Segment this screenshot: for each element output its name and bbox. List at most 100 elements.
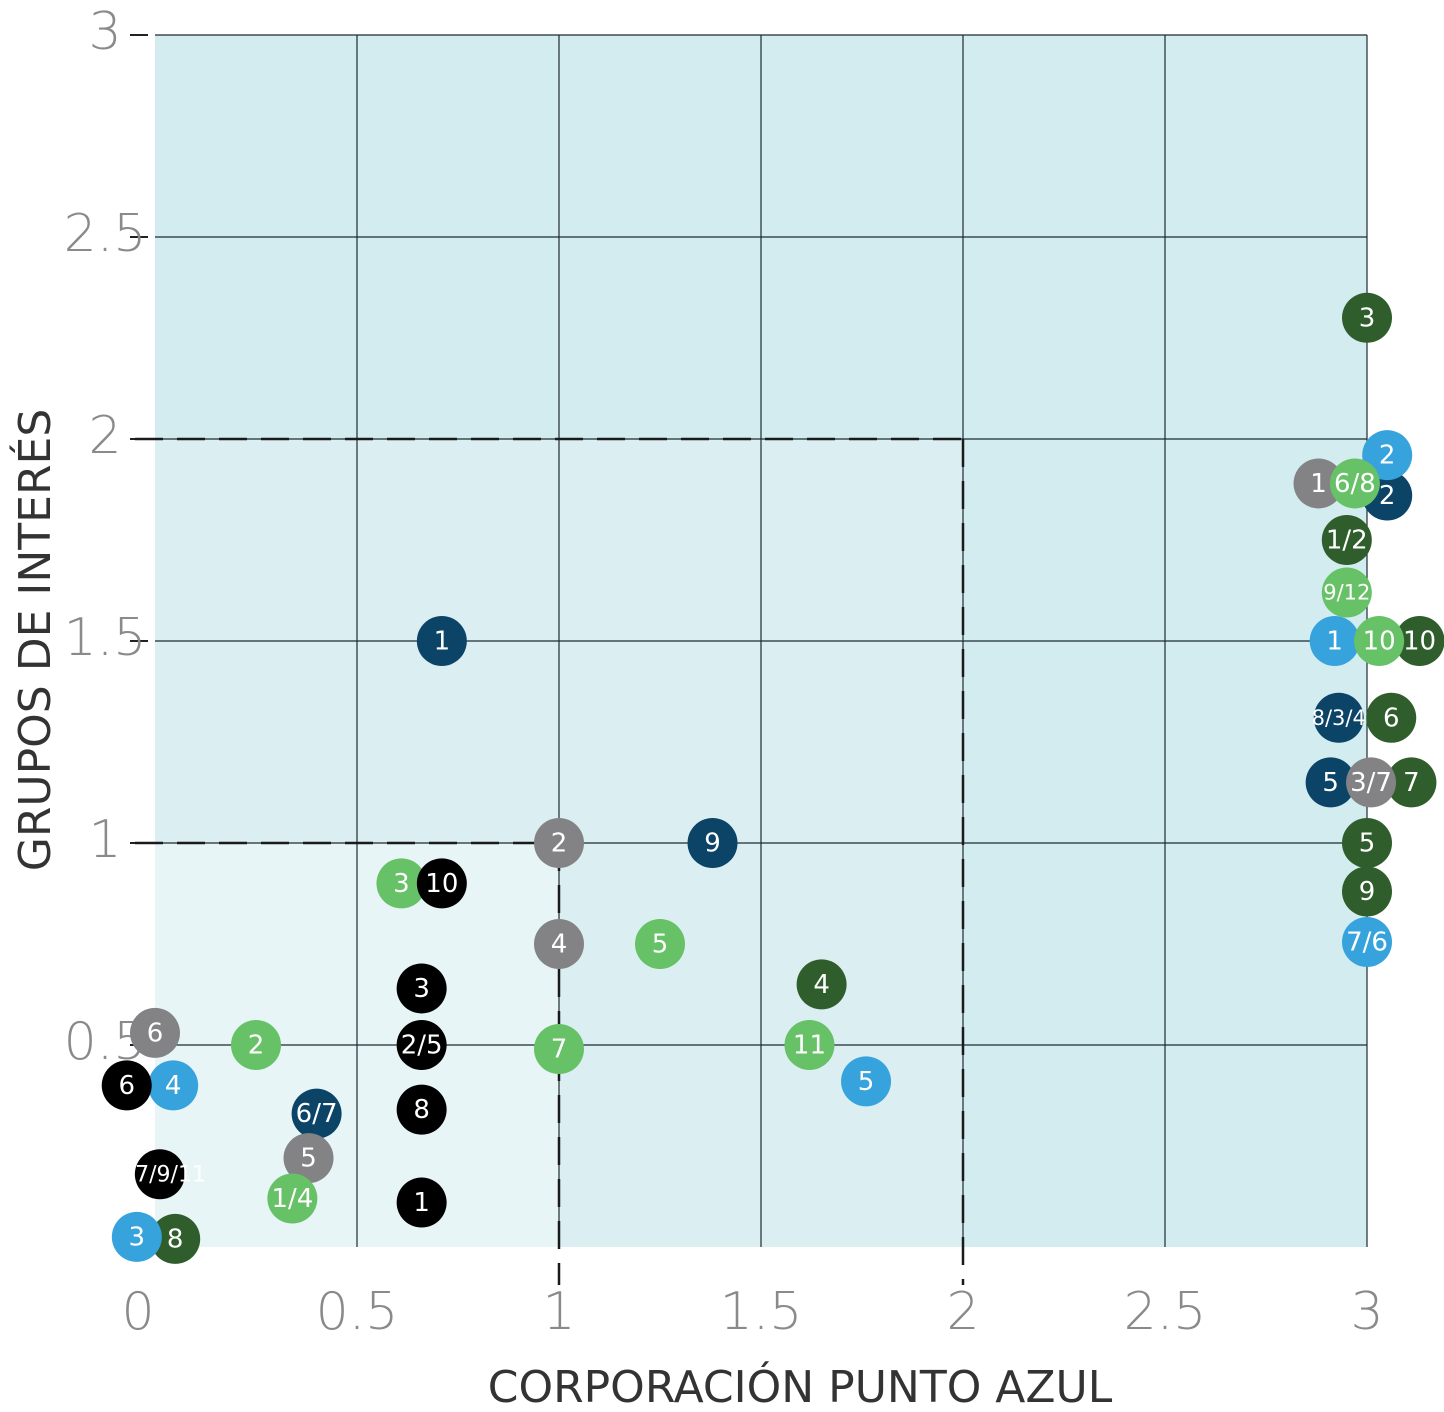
point-label: 10 xyxy=(1403,627,1436,657)
point-label: 6 xyxy=(147,1018,164,1048)
point xyxy=(1386,757,1437,808)
point xyxy=(534,1024,584,1075)
point xyxy=(376,858,427,909)
point xyxy=(416,858,467,909)
point-label: 5 xyxy=(1359,829,1376,859)
point xyxy=(1342,916,1392,967)
point xyxy=(134,1149,185,1200)
point xyxy=(291,1088,342,1139)
point-label: 4 xyxy=(813,970,830,1000)
point xyxy=(534,818,584,868)
x-tick-label: 3 xyxy=(1350,1282,1383,1342)
point xyxy=(396,1084,447,1135)
point-label: 9 xyxy=(1359,877,1376,907)
point-label: 10 xyxy=(425,869,458,899)
x-tick-label: 2 xyxy=(946,1282,979,1342)
point-label: 1/2 xyxy=(1326,526,1368,556)
x-tick-label: 1 xyxy=(542,1282,575,1342)
point xyxy=(1321,515,1372,565)
point-label: 5 xyxy=(1322,768,1339,798)
point-label: 5 xyxy=(652,930,669,960)
point xyxy=(1342,866,1392,917)
y-tick-label: 1 xyxy=(88,810,121,870)
point xyxy=(150,1213,201,1264)
y-tick-label: 2 xyxy=(88,406,121,466)
point xyxy=(1329,458,1380,509)
point xyxy=(1313,692,1364,743)
point-label: 3/7 xyxy=(1350,768,1392,798)
point xyxy=(396,963,447,1014)
x-axis-title: CORPORACIÓN PUNTO AZUL xyxy=(488,1360,1113,1412)
point-label: 1 xyxy=(434,627,451,657)
y-tick-label: 2.5 xyxy=(64,204,147,264)
point xyxy=(534,919,584,969)
point xyxy=(796,959,847,1010)
point-label: 2 xyxy=(1379,481,1396,511)
point-label: 6 xyxy=(118,1071,135,1101)
point-label: 2 xyxy=(1379,441,1396,471)
point-label: 2 xyxy=(248,1031,265,1061)
point-label: 2/5 xyxy=(401,1031,443,1061)
point xyxy=(396,1177,447,1228)
point xyxy=(1321,567,1372,618)
x-tick-label: 0.5 xyxy=(316,1282,399,1342)
point-label: 9/12 xyxy=(1323,581,1370,605)
point-label: 1/4 xyxy=(271,1184,313,1214)
point xyxy=(130,1007,180,1058)
point-label: 5 xyxy=(858,1067,875,1097)
point xyxy=(1293,458,1344,509)
point-label: 7 xyxy=(1403,768,1420,798)
point xyxy=(635,919,685,969)
point-label: 3 xyxy=(129,1222,146,1252)
point-label: 10 xyxy=(1363,627,1396,657)
point xyxy=(784,1020,835,1070)
point xyxy=(1394,616,1444,666)
y-tick-label: 1.5 xyxy=(64,608,147,668)
point xyxy=(1309,616,1360,666)
point-label: 4/7/9/11 xyxy=(114,1162,206,1187)
point-label: 4 xyxy=(165,1071,182,1101)
point xyxy=(101,1060,152,1111)
point xyxy=(283,1133,334,1184)
point xyxy=(687,818,738,868)
point-label: 11 xyxy=(793,1031,826,1061)
point xyxy=(1342,818,1392,868)
point xyxy=(1354,616,1405,666)
point-label: 1 xyxy=(1326,627,1343,657)
point-label: 1 xyxy=(413,1188,430,1218)
x-tick-label: 2.5 xyxy=(1124,1282,1207,1342)
point xyxy=(1346,757,1397,808)
point-label: 6/8 xyxy=(1334,469,1376,499)
point xyxy=(1342,292,1392,343)
point-label: 3 xyxy=(413,974,430,1004)
point-label: 3 xyxy=(1359,303,1376,333)
point xyxy=(267,1173,318,1224)
point-label: 1 xyxy=(1310,469,1327,499)
y-axis-title: GRUPOS DE INTERÉS xyxy=(8,409,61,872)
point-label: 6 xyxy=(1383,703,1400,733)
point xyxy=(1366,692,1417,743)
x-tick-label: 0 xyxy=(121,1282,154,1342)
point-label: 6/7 xyxy=(296,1099,338,1129)
point xyxy=(1362,430,1413,481)
x-tick-label: 1.5 xyxy=(720,1282,803,1342)
point xyxy=(841,1056,892,1107)
point xyxy=(1305,757,1356,808)
point-label: 8 xyxy=(413,1095,430,1125)
point xyxy=(148,1060,199,1111)
point xyxy=(231,1020,281,1070)
point-label: 7 xyxy=(551,1035,568,1065)
point-label: 9 xyxy=(704,829,721,859)
point xyxy=(396,1020,447,1070)
point-label: 8/3/4 xyxy=(1312,706,1366,730)
point-label: 5 xyxy=(300,1144,317,1174)
y-tick-label: 3 xyxy=(88,2,121,62)
point-label: 3 xyxy=(393,869,410,899)
point xyxy=(111,1211,162,1262)
point xyxy=(416,616,467,666)
point-label: 8 xyxy=(167,1224,184,1254)
point-label: 4 xyxy=(551,930,568,960)
point-label: 7/6 xyxy=(1346,927,1388,957)
point-label: 2 xyxy=(551,829,568,859)
